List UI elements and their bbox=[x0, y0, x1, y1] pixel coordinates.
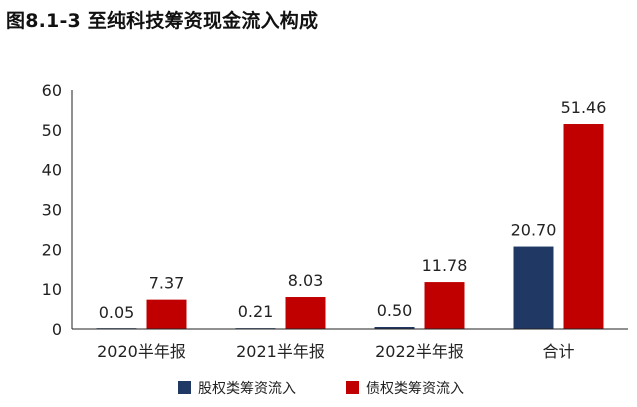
legend-label: 股权类筹资流入 bbox=[198, 380, 296, 397]
data-label: 51.46 bbox=[561, 98, 607, 117]
data-label: 0.05 bbox=[99, 303, 135, 322]
y-axis: 0 10 20 30 40 50 60 bbox=[42, 81, 73, 339]
bar bbox=[146, 299, 187, 329]
bar bbox=[513, 246, 554, 329]
data-label: 7.37 bbox=[149, 274, 185, 293]
data-label: 20.70 bbox=[511, 221, 557, 240]
y-tick-label: 60 bbox=[42, 81, 62, 100]
data-label: 0.50 bbox=[377, 301, 413, 320]
legend-swatch bbox=[178, 381, 191, 394]
y-tick-label: 40 bbox=[42, 161, 62, 180]
chart-title: 图8.1-3 至纯科技筹资现金流入构成 bbox=[6, 10, 319, 32]
bar bbox=[285, 297, 326, 329]
y-tick-label: 20 bbox=[42, 240, 62, 259]
legend-swatch bbox=[346, 381, 359, 394]
y-tick-label: 0 bbox=[52, 320, 62, 339]
x-axis: 2020半年报 2021半年报 2022半年报 合计 bbox=[72, 328, 628, 361]
legend-label: 债权类筹资流入 bbox=[366, 380, 464, 397]
x-tick-label: 2022半年报 bbox=[375, 342, 464, 361]
data-label: 0.21 bbox=[238, 302, 274, 321]
y-tick-label: 50 bbox=[42, 121, 62, 140]
bar bbox=[424, 282, 465, 329]
x-tick-label: 2021半年报 bbox=[236, 342, 325, 361]
x-tick-label: 2020半年报 bbox=[97, 342, 186, 361]
bars bbox=[96, 124, 604, 329]
data-labels: 0.05 7.37 0.21 8.03 0.50 11.78 20.70 51.46 bbox=[99, 98, 607, 322]
bar bbox=[563, 124, 604, 329]
legend: 股权类筹资流入 债权类筹资流入 bbox=[178, 380, 464, 397]
y-tick-label: 10 bbox=[42, 280, 62, 299]
x-tick-label: 合计 bbox=[542, 342, 574, 361]
data-label: 8.03 bbox=[288, 271, 324, 290]
bar bbox=[374, 327, 415, 329]
data-label: 11.78 bbox=[422, 256, 468, 275]
y-tick-label: 30 bbox=[42, 201, 62, 220]
